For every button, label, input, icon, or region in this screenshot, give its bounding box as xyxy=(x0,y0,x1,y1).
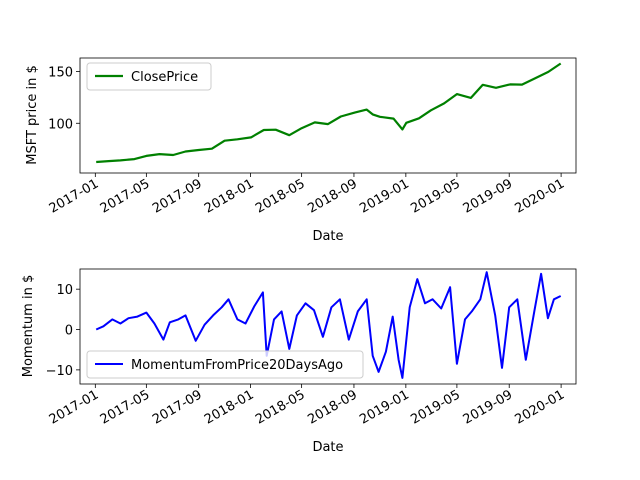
price-axes-frame xyxy=(79,57,577,174)
momentum-axes-frame xyxy=(79,268,577,385)
price-y-ticks: 100 150 xyxy=(48,65,80,132)
momentum-y-tick-label-0: 0 xyxy=(65,324,73,339)
momentum-y-tick-label--10: −10 xyxy=(46,364,73,379)
momentum-legend: MomentumFromPrice20DaysAgo xyxy=(86,350,364,379)
price-series-line xyxy=(96,62,562,164)
price-y-tick-label-150: 150 xyxy=(48,65,73,80)
momentum-y-ticks: −10 0 10 xyxy=(46,283,80,379)
momentum-y-axis-label: Momentum in $ xyxy=(21,275,36,377)
price-y-axis-label: MSFT price in $ xyxy=(25,65,40,165)
price-legend: ClosePrice xyxy=(86,62,212,91)
price-legend-label: ClosePrice xyxy=(131,70,198,85)
price-legend-box xyxy=(86,62,212,91)
price-y-tick-label-100: 100 xyxy=(48,117,73,132)
price-x-axis-label: Date xyxy=(312,229,343,244)
momentum-legend-box xyxy=(86,350,364,379)
momentum-x-axis-label: Date xyxy=(312,440,343,455)
momentum-series-line xyxy=(95,271,562,379)
momentum-y-tick-label-10: 10 xyxy=(56,283,73,298)
momentum-legend-label: MomentumFromPrice20DaysAgo xyxy=(131,358,343,373)
